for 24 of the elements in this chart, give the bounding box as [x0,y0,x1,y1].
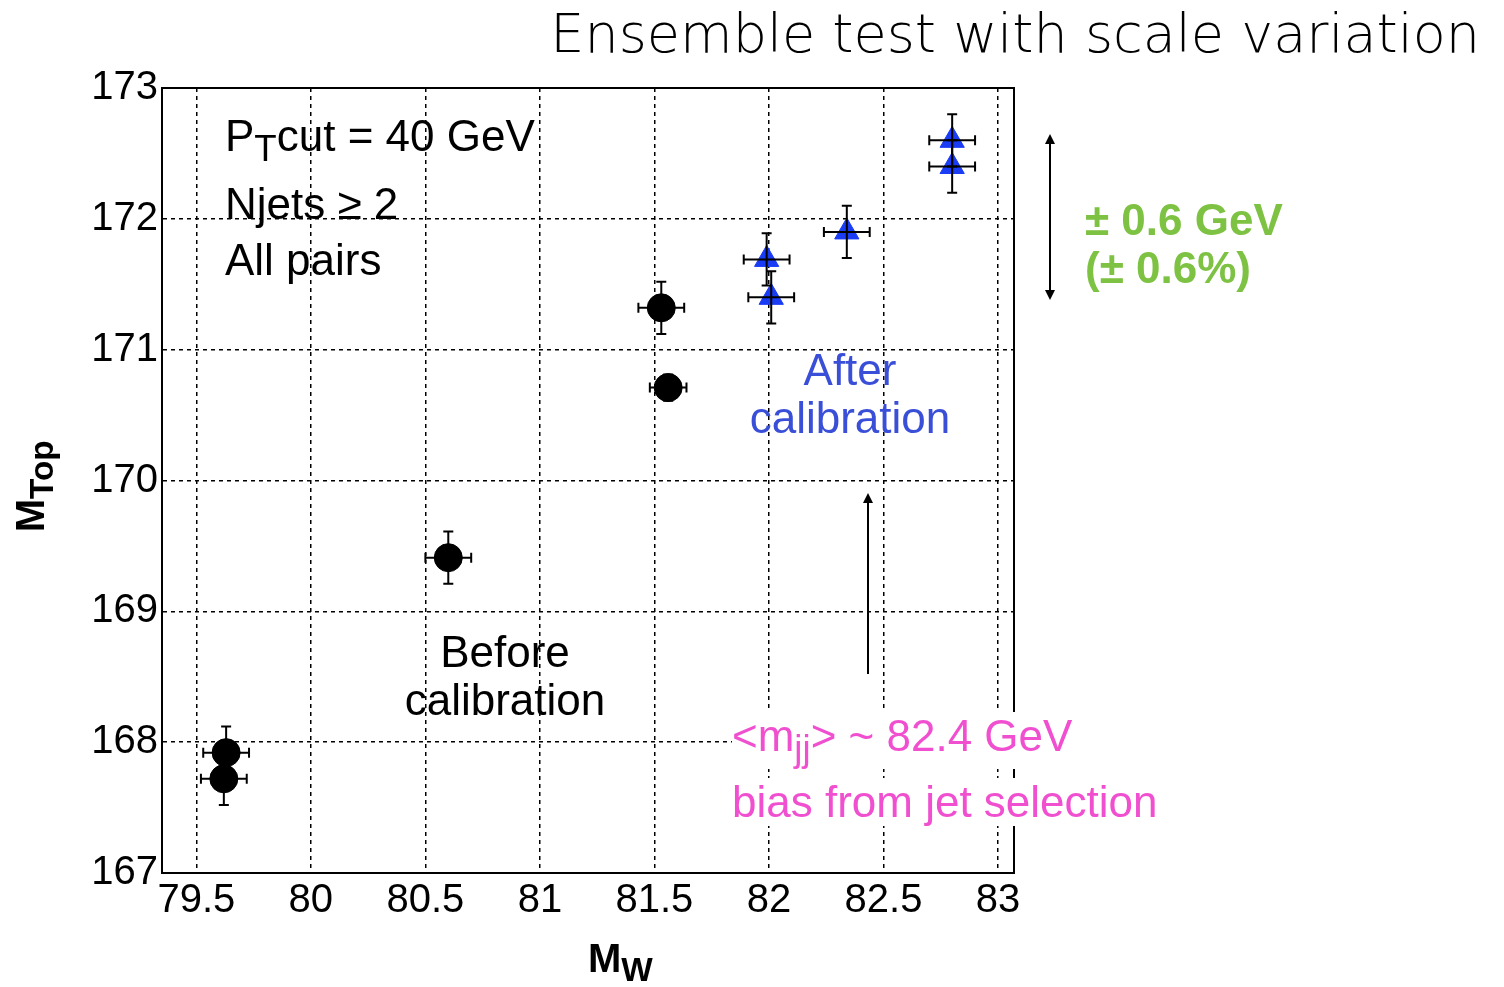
x-tick-label: 79.5 [157,876,236,921]
y-tick-label: 171 [91,324,158,369]
x-tick-label: 81.5 [615,876,694,921]
annotation: bias from jet selection [732,777,1158,827]
annotation: <m$_{jj}$> ~ 82.4 GeV [732,711,1073,770]
x-tick-label: 80.5 [386,876,465,921]
y-tick-label: 172 [91,193,158,238]
text: ± 0.6 GeV (± 0.6%) [1085,195,1284,293]
y-tick-label: 167 [91,848,158,893]
x-tick-label: 80 [288,876,334,921]
x-tick-label: 83 [975,876,1021,921]
annotation: Before calibration [403,627,607,725]
annotation: All pairs [225,235,382,285]
y-tick-label: 170 [91,455,158,500]
annotation: After calibration [748,345,952,443]
annotation: P$_{T}$cut = 40 GeV [225,111,535,170]
y-tick-label: 169 [91,586,158,631]
x-axis-title: M$_{W}$ [588,936,653,987]
x-tick-label: 81 [517,876,563,921]
chart-title: Ensemble test with scale variation [550,2,1480,65]
x-tick-label: 82 [746,876,792,921]
y-tick-label: 168 [91,717,158,762]
x-tick-label: 82.5 [844,876,923,921]
y-tick-label: 173 [91,63,158,108]
